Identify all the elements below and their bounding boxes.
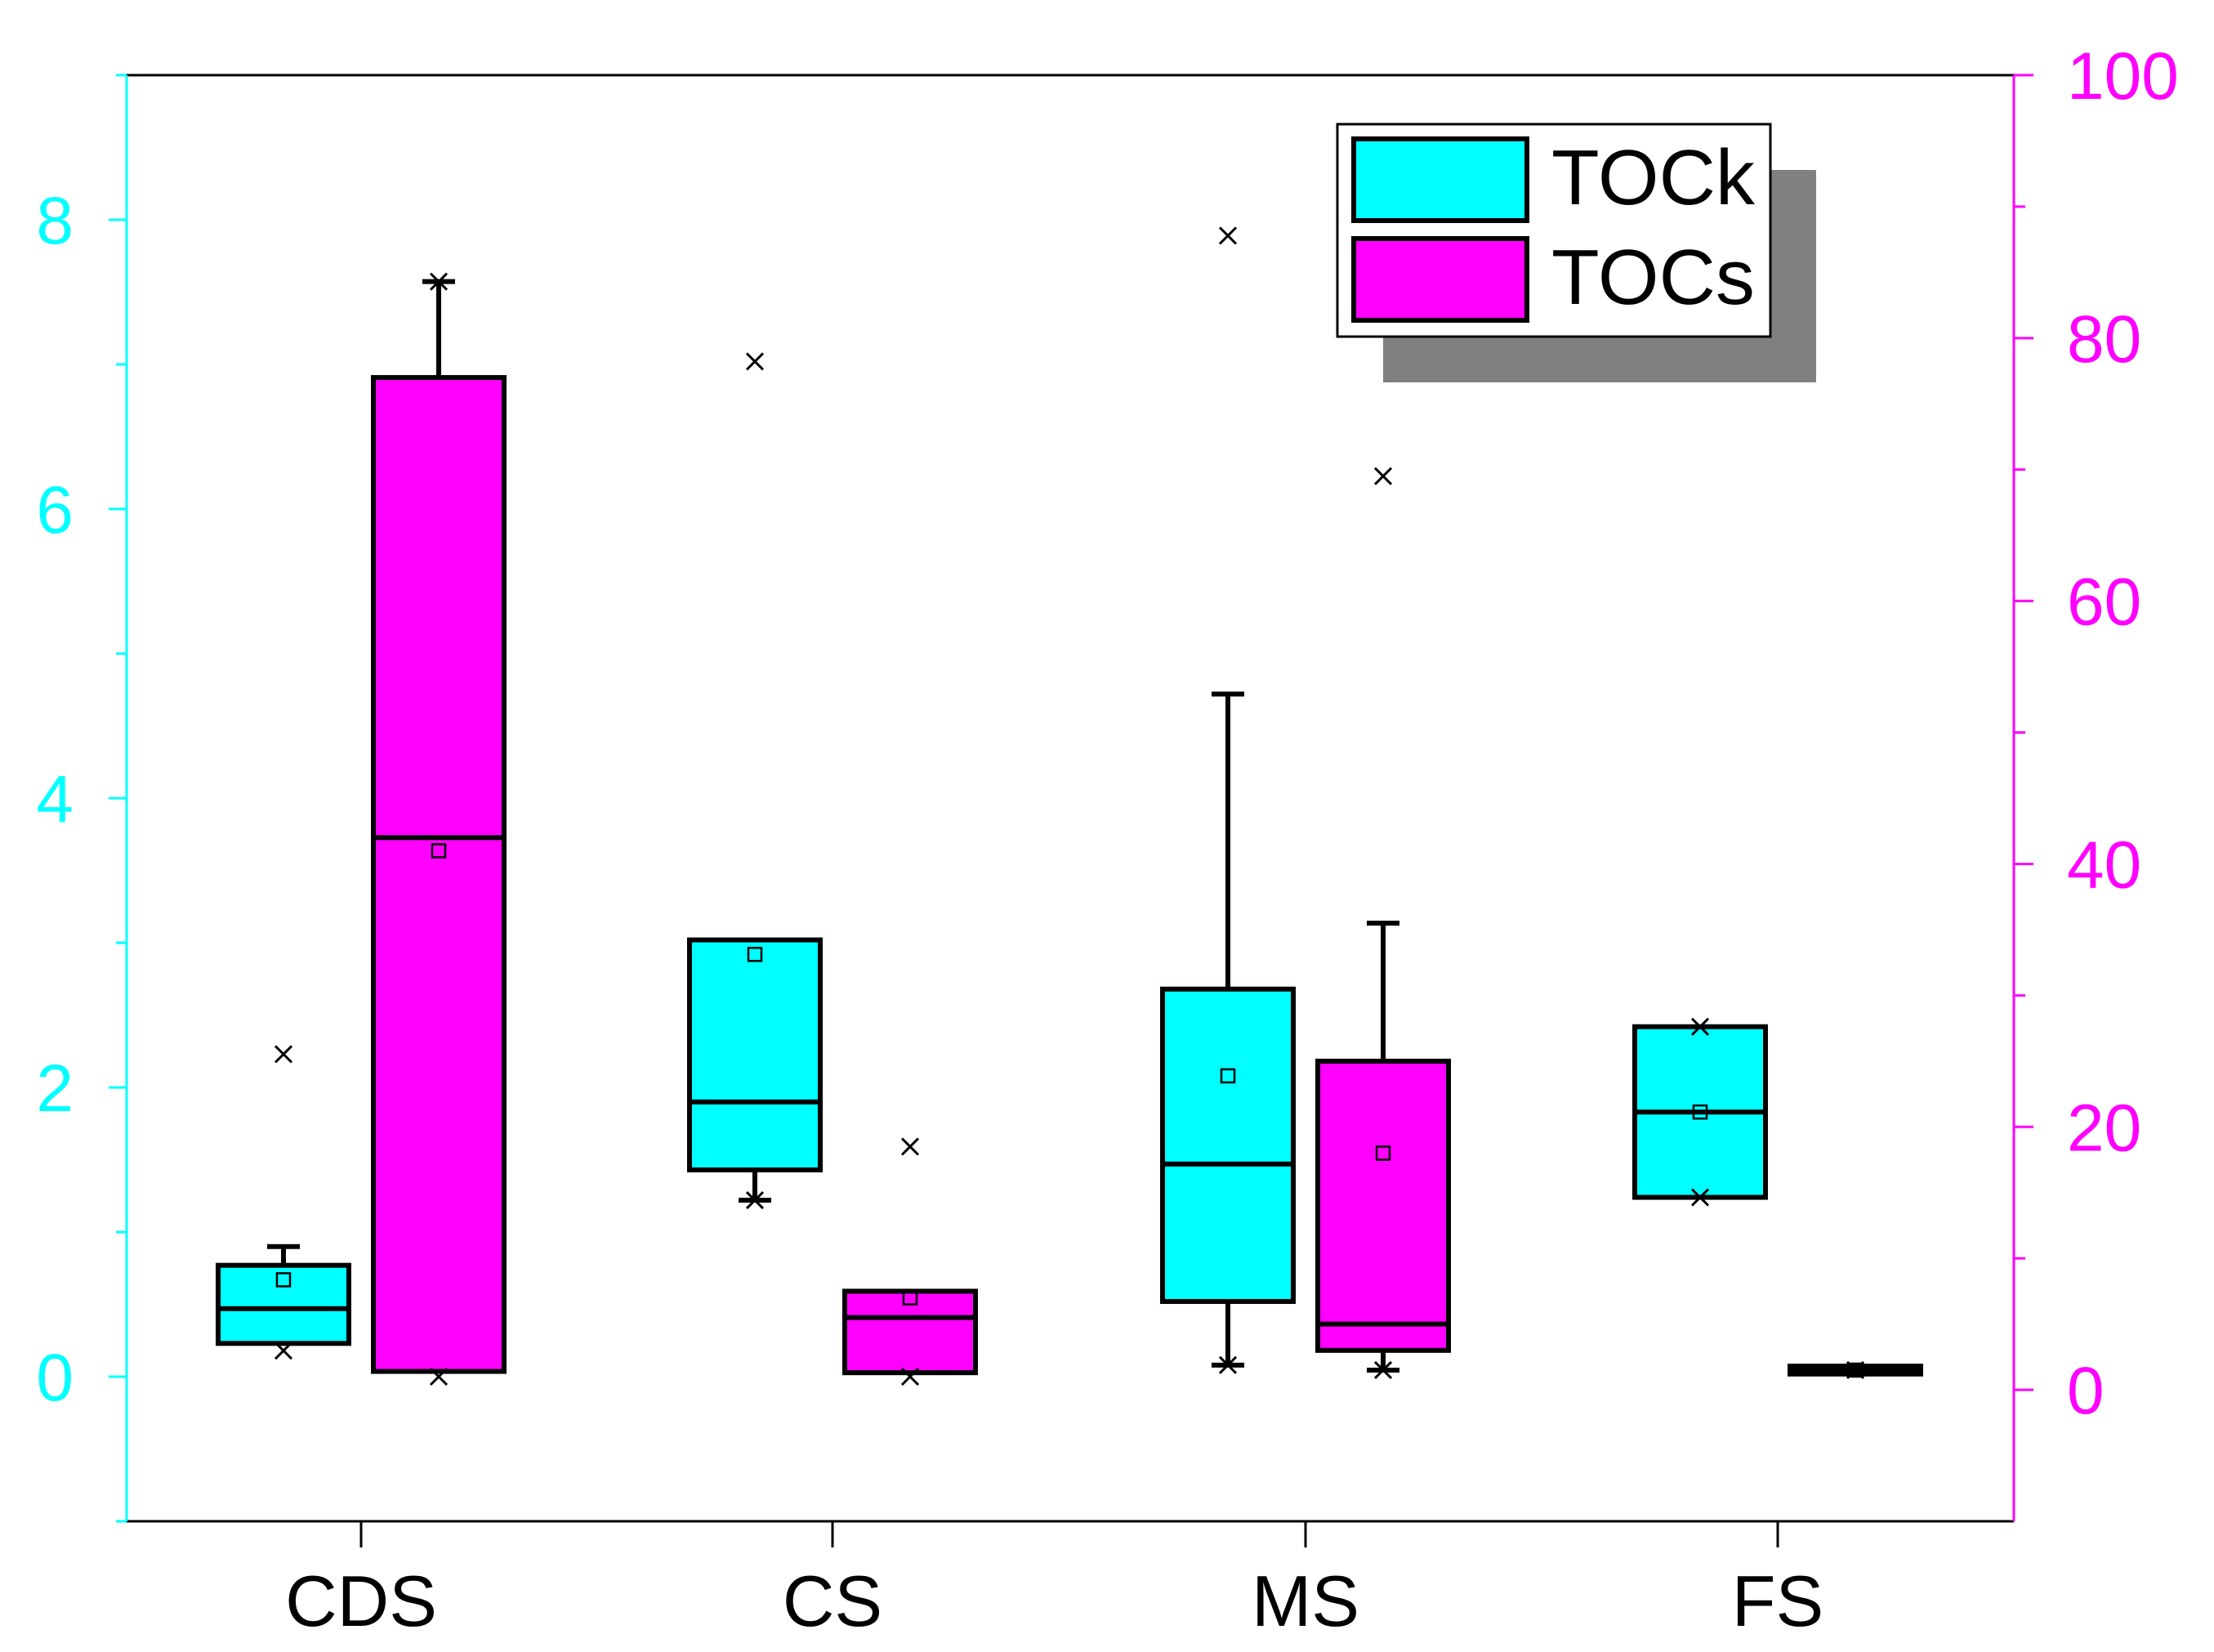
right-tick-label: 60 — [2067, 565, 2141, 640]
extreme-stroke — [274, 1045, 293, 1064]
extreme-stroke — [274, 1342, 293, 1360]
extreme-marker — [745, 1190, 765, 1210]
extreme-stroke — [429, 1367, 449, 1386]
extreme-marker — [900, 1367, 920, 1386]
extreme-marker — [1218, 1355, 1238, 1374]
right-tick-label: 0 — [2067, 1354, 2105, 1428]
extreme-marker — [1373, 1360, 1393, 1380]
box-body — [216, 1262, 351, 1346]
extreme-stroke — [1373, 467, 1393, 485]
extreme-stroke — [429, 272, 449, 291]
category-label-ms: MS — [1252, 1560, 1359, 1641]
mean-marker — [747, 946, 763, 962]
left-tick-label: 4 — [36, 762, 74, 837]
box-TOCk-MS — [1160, 226, 1296, 1374]
right-tick-label: 100 — [2067, 39, 2179, 114]
box-TOCk-FS — [1632, 1017, 1768, 1207]
category-label-fs: FS — [1732, 1560, 1823, 1641]
extreme-marker — [1846, 1360, 1865, 1380]
extreme-stroke — [1690, 1017, 1710, 1036]
extreme-stroke — [745, 352, 765, 371]
left-tick-label: 8 — [36, 184, 74, 258]
right-tick-label: 40 — [2067, 828, 2141, 902]
extreme-marker — [1218, 226, 1238, 245]
mean-marker — [1692, 1104, 1708, 1120]
box-body — [371, 375, 507, 1374]
box-body — [1315, 1058, 1451, 1353]
plot-frame — [127, 74, 2014, 1523]
extreme-stroke — [900, 1367, 920, 1386]
left-tick-label: 2 — [36, 1051, 74, 1126]
extreme-marker — [274, 1342, 293, 1360]
extreme-marker — [429, 1367, 449, 1386]
extreme-stroke — [1690, 1188, 1710, 1207]
mean-marker — [1220, 1068, 1236, 1084]
legend-swatch-tock — [1351, 136, 1529, 223]
legend-swatch-tocs — [1351, 236, 1529, 323]
box-body — [1160, 986, 1296, 1304]
box-TOCs-MS — [1315, 467, 1451, 1380]
extreme-stroke — [1846, 1360, 1865, 1380]
left-tick-label: 6 — [36, 473, 74, 547]
right-tick-label: 80 — [2067, 302, 2141, 377]
extreme-stroke — [900, 1137, 920, 1156]
legend-label-tock: TOCk — [1551, 134, 1756, 221]
box-TOCs-CS — [842, 1137, 978, 1386]
mean-marker — [1375, 1145, 1391, 1161]
boxes-layer — [216, 226, 1923, 1386]
extreme-marker — [274, 1045, 293, 1064]
legend-label-tocs: TOCs — [1551, 234, 1755, 321]
extreme-marker — [1690, 1188, 1710, 1207]
mean-marker — [1847, 1362, 1864, 1378]
extreme-marker — [900, 1137, 920, 1156]
category-label-cs: CS — [783, 1560, 882, 1641]
legend: TOCk TOCs — [1336, 123, 1772, 338]
extreme-marker — [745, 352, 765, 371]
right-tick-label: 20 — [2067, 1091, 2141, 1165]
extreme-marker — [429, 272, 449, 291]
category-label-cds: CDS — [285, 1560, 437, 1641]
extreme-stroke — [1373, 1360, 1393, 1380]
mean-marker — [275, 1272, 292, 1288]
box-body — [687, 937, 823, 1172]
mean-marker — [431, 843, 447, 859]
extreme-marker — [1690, 1017, 1710, 1036]
box-TOCk-CDS — [216, 1045, 351, 1360]
box-TOCs-CDS — [371, 272, 507, 1386]
mean-marker — [902, 1290, 918, 1306]
box-TOCs-FS — [1788, 1360, 1923, 1380]
box-TOCk-CS — [687, 352, 823, 1210]
extreme-stroke — [1218, 1355, 1238, 1374]
left-tick-label: 0 — [36, 1341, 74, 1415]
extreme-stroke — [1218, 226, 1238, 245]
extreme-marker — [1373, 467, 1393, 485]
extreme-stroke — [745, 1190, 765, 1210]
